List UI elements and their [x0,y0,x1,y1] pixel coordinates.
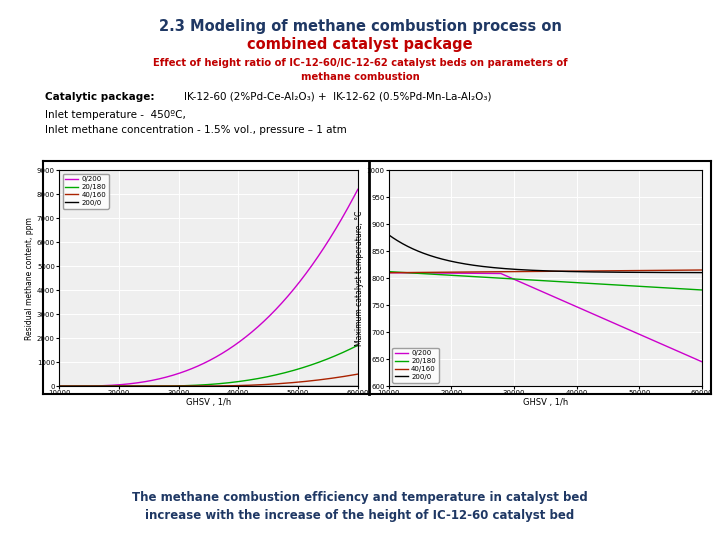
200/0 [576,268,585,275]
0/200 [649,337,657,343]
0/200 [307,264,315,270]
40/160 [325,375,334,382]
X-axis label: GHSV , 1/h: GHSV , 1/h [186,397,231,407]
Line: 20/180: 20/180 [389,272,702,290]
20/180 [570,279,579,286]
0/200 [55,383,63,389]
Text: Inlet temperature -  450ºC,: Inlet temperature - 450ºC, [45,110,186,120]
Line: 200/0: 200/0 [389,235,702,273]
40/160 [55,383,63,389]
0/200 [384,269,393,276]
0/200 [571,303,580,309]
Legend: 0/200, 20/180, 40/160, 200/0: 0/200, 20/180, 40/160, 200/0 [63,173,109,208]
200/0 [354,383,362,389]
Legend: 0/200, 20/180, 40/160, 200/0: 0/200, 20/180, 40/160, 200/0 [392,348,438,383]
200/0 [55,383,64,389]
20/180 [571,279,580,286]
20/180 [649,284,657,291]
Text: methane combustion: methane combustion [301,72,419,83]
200/0 [385,232,394,239]
40/160 [668,267,677,273]
0/200 [698,359,706,365]
200/0 [571,268,580,275]
40/160 [576,268,585,274]
20/180 [238,378,246,384]
40/160 [384,269,393,276]
Line: 20/180: 20/180 [59,345,358,386]
0/200 [233,340,241,347]
40/160 [571,268,580,274]
40/160 [354,371,362,377]
Line: 40/160: 40/160 [389,270,702,273]
200/0 [232,383,240,389]
200/0 [384,232,393,238]
40/160 [649,267,657,274]
40/160 [55,383,64,389]
0/200 [576,305,585,312]
40/160 [307,377,315,384]
0/200 [354,186,362,193]
Text: Inlet methane concentration - 1.5% vol., pressure – 1 atm: Inlet methane concentration - 1.5% vol.,… [45,125,346,136]
40/160 [385,269,394,276]
20/180 [354,342,362,348]
200/0 [668,269,677,276]
200/0 [649,269,657,276]
200/0 [307,383,315,389]
Text: The methane combustion efficiency and temperature in catalyst bed
increase with : The methane combustion efficiency and te… [132,491,588,522]
0/200 [385,269,394,276]
200/0 [325,383,334,389]
200/0 [55,383,63,389]
0/200 [325,235,334,242]
Line: 40/160: 40/160 [59,374,358,386]
20/180 [668,285,677,292]
20/180 [576,280,585,286]
200/0 [233,383,241,389]
20/180 [325,355,334,361]
20/180 [698,287,706,293]
Text: IK-12-60 (2%Pd-Ce-Al₂O₃) +  IK-12-62 (0.5%Pd-Mn-La-Al₂O₃): IK-12-60 (2%Pd-Ce-Al₂O₃) + IK-12-62 (0.5… [184,92,491,102]
40/160 [570,268,579,274]
Text: Catalytic package:: Catalytic package: [45,92,154,102]
Line: 0/200: 0/200 [389,273,702,362]
20/180 [385,268,394,275]
40/160 [233,382,241,389]
Y-axis label: Maximum catalyst temperature, °C: Maximum catalyst temperature, °C [355,211,364,346]
X-axis label: GHSV , 1/h: GHSV , 1/h [523,397,568,407]
Line: 0/200: 0/200 [59,190,358,386]
Text: 2.3 Modeling of methane combustion process on: 2.3 Modeling of methane combustion proce… [158,19,562,34]
Y-axis label: Residual methane content, ppm: Residual methane content, ppm [25,217,34,340]
0/200 [55,383,64,389]
20/180 [232,379,240,385]
0/200 [668,346,677,352]
0/200 [570,302,579,309]
20/180 [55,383,64,389]
Text: Effect of height ratio of IC-12-60/IC-12-62 catalyst beds on parameters of: Effect of height ratio of IC-12-60/IC-12… [153,58,567,68]
0/200 [232,341,240,348]
20/180 [307,362,315,368]
40/160 [232,382,240,389]
20/180 [233,379,241,385]
200/0 [238,383,246,389]
20/180 [55,383,63,389]
40/160 [698,267,706,273]
0/200 [238,336,246,343]
20/180 [384,268,393,275]
200/0 [570,268,579,275]
200/0 [698,269,706,276]
40/160 [238,382,246,389]
Text: combined catalyst package: combined catalyst package [247,37,473,52]
